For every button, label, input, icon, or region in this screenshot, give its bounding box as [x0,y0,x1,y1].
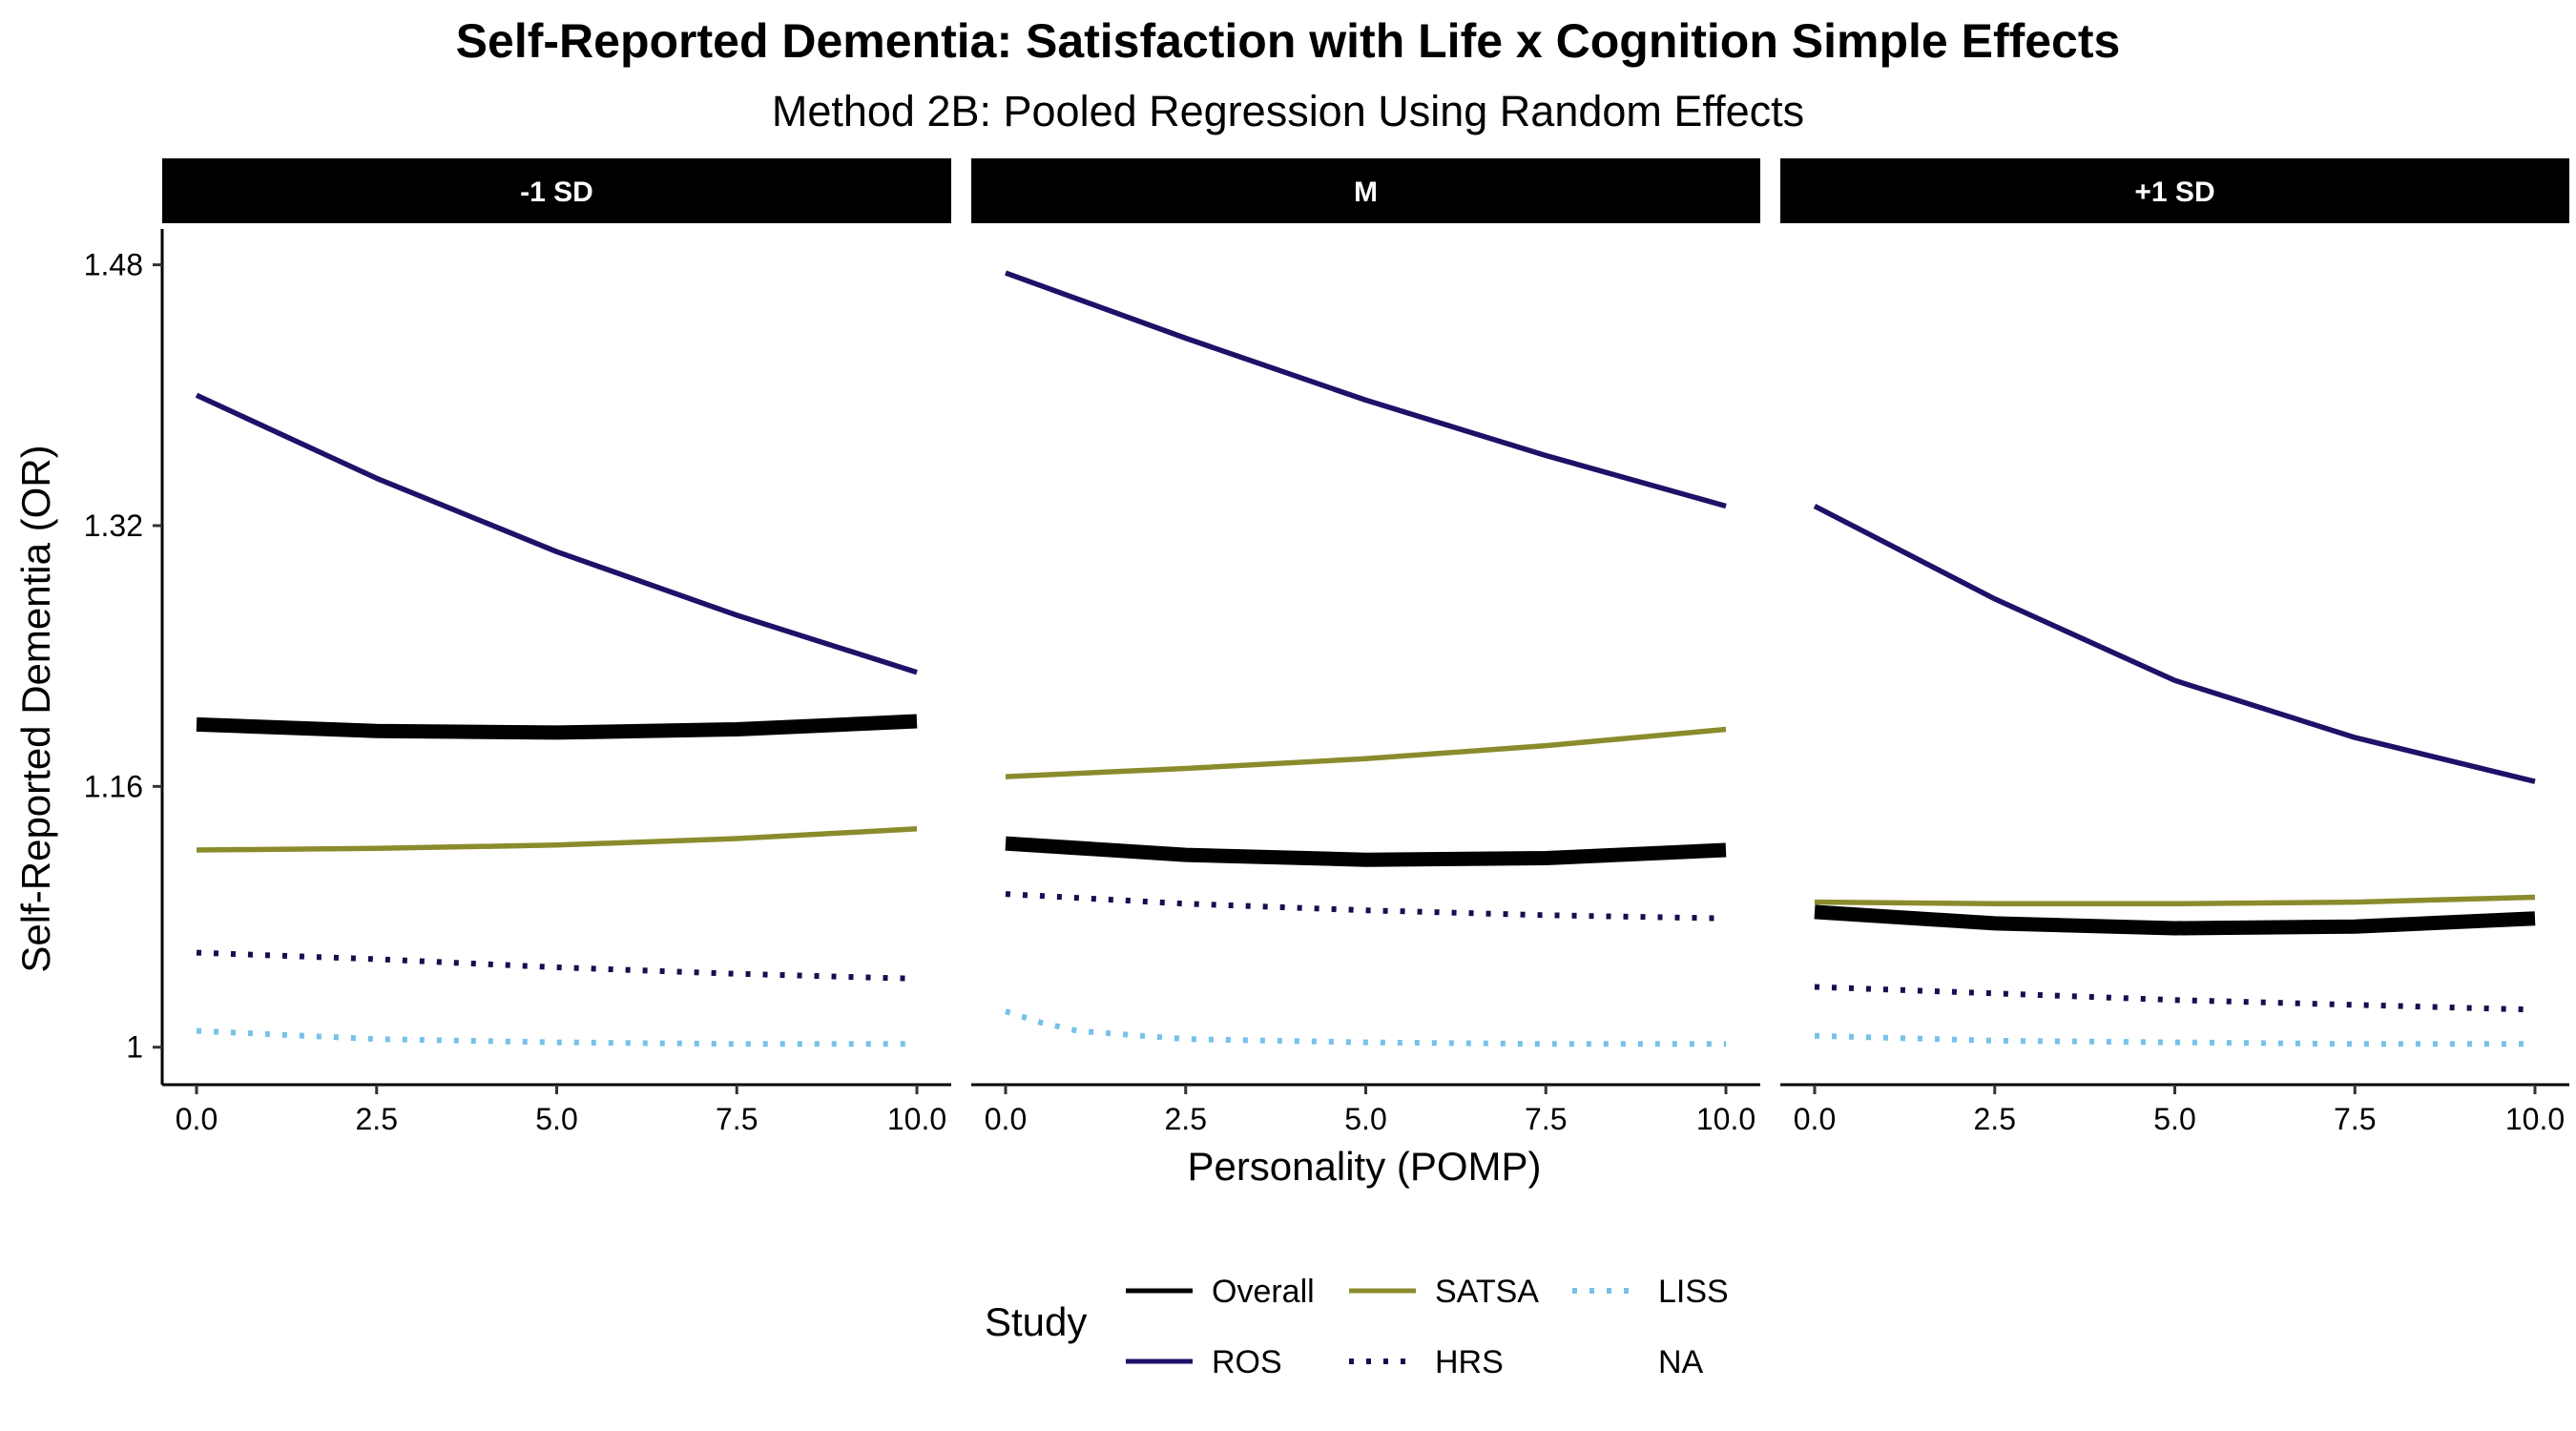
series-line-overall [196,714,918,740]
legend-item-ros: ROS [1126,1344,1282,1380]
facet-panels: -1 SD0.0 2.5 5.0 7.5 10.0M0.0 2.5 5.0 7.5 10.0+1… [162,158,2569,1136]
chart-subtitle: Method 2B: Pooled Regression Using Rando… [772,87,1804,135]
y-tick-label: 1 [126,1030,143,1065]
series-line-overall [1814,904,2536,936]
series-line-hrs [1005,891,1727,922]
y-axis: 1 1.16 1.32 1.48 [84,229,164,1085]
facet-panel-0: -1 SD 0.0 2.5 5.0 7.5 10.0 [162,158,951,1136]
facet-panel-1: M 0.0 2.5 5.0 7.5 10.0 [971,158,1760,1136]
legend-label: Overall [1212,1274,1315,1310]
legend-label: ROS [1212,1344,1282,1380]
series-line-hrs [1814,984,2536,1013]
x-tick-label: 10.0 [1696,1102,1755,1136]
y-axis-title: Self-Reported Dementia (OR) [13,445,58,972]
x-tick-label: 7.5 [2334,1102,2376,1136]
series-line-hrs [196,949,918,982]
series-line-ros [1005,270,1727,509]
facet-strip-label: M [1354,176,1378,208]
x-tick-label: 2.5 [1974,1102,2016,1136]
y-tick-label: 1.32 [84,508,143,543]
legend-item-overall: Overall [1126,1274,1315,1310]
legend-item-na: NA [1658,1344,1704,1380]
x-tick-label: 0.0 [1794,1102,1836,1136]
x-tick-label: 5.0 [1344,1102,1386,1136]
legend-label: HRS [1435,1344,1504,1380]
facet-strip [971,158,1760,223]
x-tick-label: 7.5 [1525,1102,1567,1136]
legend-label: LISS [1658,1274,1729,1310]
x-tick-label: 2.5 [356,1102,398,1136]
legend-label: NA [1658,1344,1704,1380]
x-tick-label: 10.0 [2505,1102,2565,1136]
facet-strip [1780,158,2569,223]
series-line-overall [1005,836,1727,867]
x-tick-label: 7.5 [716,1102,758,1136]
series-line-liss [1005,1008,1726,1047]
legend-item-liss: LISS [1572,1274,1729,1310]
series-line-liss [1814,1032,2535,1047]
x-tick-label: 10.0 [887,1102,946,1136]
series-line-satsa [196,826,918,853]
series-line-ros [195,392,918,675]
facet-strip-label: -1 SD [520,176,593,208]
x-axis-title: Personality (POMP) [1187,1144,1541,1189]
series-line-satsa [1814,894,2536,907]
legend-label: SATSA [1435,1274,1539,1310]
x-tick-label: 0.0 [985,1102,1027,1136]
facet-strip-label: +1 SD [2134,176,2214,208]
x-tick-label: 5.0 [535,1102,577,1136]
legend-title: Study [985,1299,1087,1344]
legend-item-hrs: HRS [1349,1344,1504,1380]
facet-strip [162,158,951,223]
x-tick-label: 0.0 [176,1102,218,1136]
facet-panel-2: +1 SD 0.0 2.5 5.0 7.5 10.0 [1780,158,2569,1136]
y-tick-label: 1.48 [84,248,143,282]
legend: Study Overall SATSA LISS ROS HRS NA [985,1274,1729,1380]
legend-item-satsa: SATSA [1349,1274,1539,1310]
x-tick-label: 5.0 [2153,1102,2195,1136]
series-line-satsa [1005,726,1727,779]
y-tick-label: 1.16 [84,769,143,803]
series-line-ros [1813,504,2536,784]
chart-title: Self-Reported Dementia: Satisfaction wit… [456,14,2121,68]
series-line-liss [196,1027,917,1047]
x-tick-label: 2.5 [1165,1102,1207,1136]
